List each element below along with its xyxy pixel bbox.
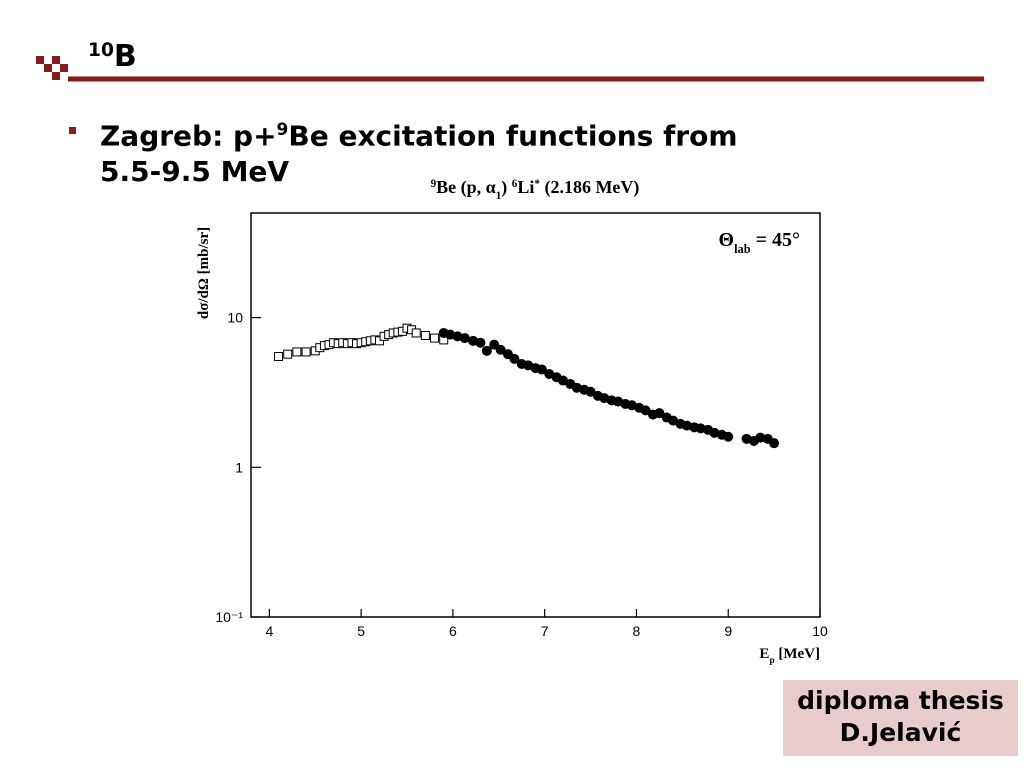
y-tick-label: 10⁻¹ — [215, 609, 243, 625]
y-tick-label: 10 — [227, 310, 243, 326]
slide-title: 10B — [88, 39, 137, 74]
x-axis-label: Ep [MeV] — [759, 646, 820, 666]
point — [509, 353, 520, 364]
x-tick-label: 5 — [357, 623, 365, 639]
text-part: B — [114, 39, 137, 74]
plot-frame — [250, 212, 821, 618]
text-part: 9 — [431, 178, 437, 190]
text-part: Θ — [719, 229, 735, 251]
x-tick-label: 10 — [812, 623, 828, 639]
text-part: [MeV] — [775, 646, 820, 662]
text-part: Be excitation functions from 5.5-9.5 MeV — [100, 119, 738, 189]
point — [654, 408, 665, 419]
x-tick-label: 8 — [633, 623, 641, 639]
point — [536, 364, 547, 375]
point — [283, 349, 293, 359]
text-part: (2.186 MeV) — [540, 177, 639, 198]
x-tick-label: 4 — [265, 623, 273, 639]
point — [420, 330, 430, 340]
point — [769, 438, 780, 449]
point — [301, 347, 311, 357]
text-part: 10 — [88, 40, 114, 61]
footer-line: diploma thesis — [797, 686, 1004, 715]
text-part: = 45° — [751, 229, 800, 251]
footer-box: diploma thesis D.Jelavić — [783, 680, 1018, 756]
point — [495, 344, 506, 355]
text-part: dσ/dΩ [mb/sr] — [196, 227, 212, 319]
point — [585, 386, 596, 397]
x-tick-label: 7 — [541, 623, 549, 639]
y-tick-label: 1 — [235, 459, 243, 475]
point — [274, 351, 284, 361]
footer-line: D.Jelavić — [839, 718, 962, 747]
point — [481, 345, 492, 356]
point — [723, 431, 734, 442]
x-tick-label: 9 — [724, 623, 732, 639]
point — [640, 405, 651, 416]
text-part: Li — [517, 177, 534, 197]
point — [411, 328, 421, 338]
point — [475, 337, 486, 348]
point — [459, 333, 470, 344]
point — [430, 333, 440, 343]
bullet-marker — [69, 127, 76, 134]
x-tick-label: 6 — [449, 623, 457, 639]
annotation: Θlab = 45° — [719, 229, 801, 256]
point — [755, 432, 766, 443]
y-axis-label: dσ/dΩ [mb/sr] — [196, 227, 212, 319]
text-part: p — [769, 656, 774, 666]
text-part: ) — [501, 177, 512, 198]
text-part: lab — [734, 242, 751, 256]
text-part: E — [759, 646, 769, 662]
point — [292, 347, 302, 357]
text-part: 9 — [276, 120, 289, 140]
text-part: * — [534, 178, 540, 190]
text-part: 1 — [496, 190, 502, 202]
text-part: Be (p, α — [436, 177, 496, 198]
chart-title: 9Be (p, α1) 6Li* (2.186 MeV) — [431, 177, 640, 202]
logo — [36, 56, 68, 80]
bullet-text: Zagreb: p+9Be excitation functions from … — [100, 112, 800, 190]
text-part: 6 — [512, 178, 518, 190]
text-part: Zagreb: p+ — [100, 119, 277, 153]
